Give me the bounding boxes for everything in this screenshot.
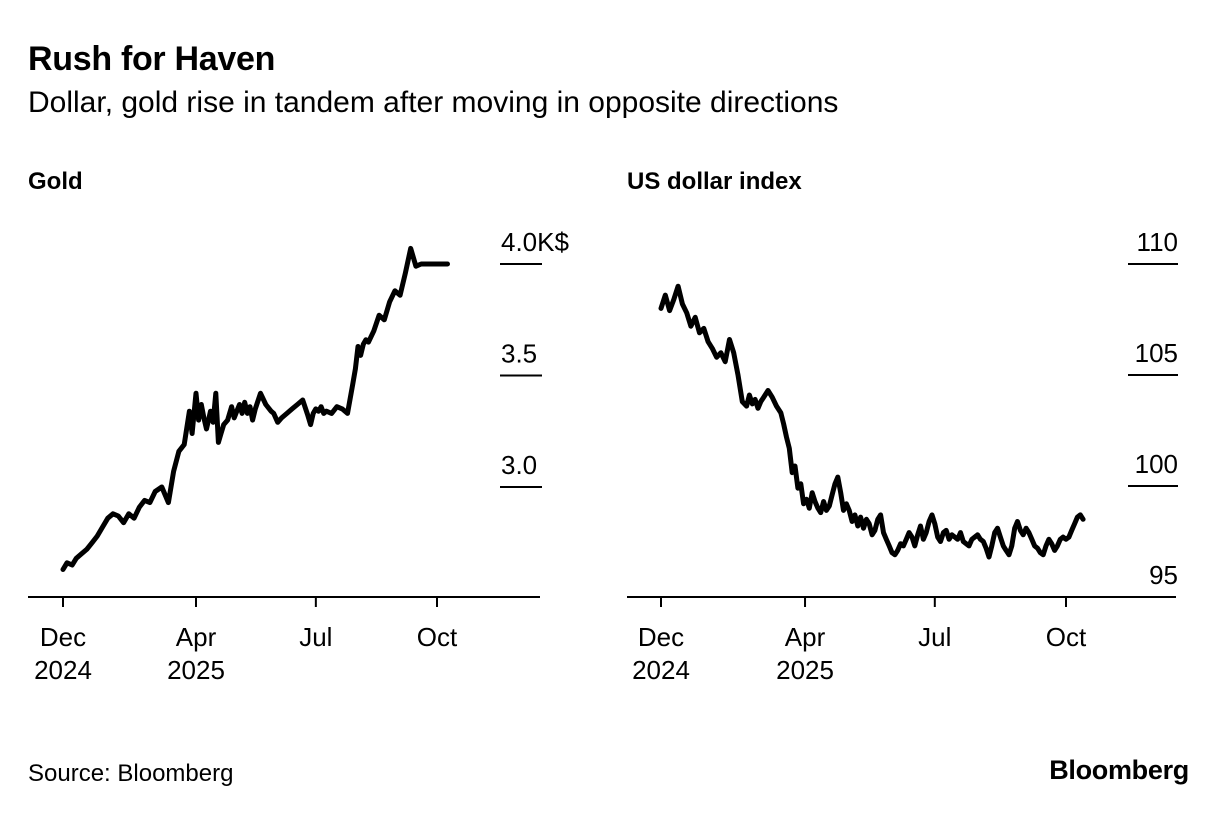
dollar-x-tick-label-0: Dec: [638, 622, 684, 652]
gold-y-tick-label-2: 3.0: [501, 450, 537, 480]
source-note: Source: Bloomberg: [28, 760, 234, 787]
dollar-x-tick-label-2: Jul: [918, 622, 951, 652]
chart-title: Rush for Haven: [28, 40, 276, 78]
dollar-x-tick-label-3: Oct: [1046, 622, 1087, 652]
dollar-series-line-0: [658, 283, 1086, 560]
dollar-y-tick-label-3: 95: [1149, 560, 1178, 590]
gold-x-tick-label-0: Dec: [40, 622, 86, 652]
gold-x-tick-label-3: Oct: [417, 622, 458, 652]
chart-subtitle: Dollar, gold rise in tandem after moving…: [28, 86, 839, 119]
gold-panel-title: Gold: [28, 168, 83, 195]
gold-x-tick-label-2: Jul: [299, 622, 332, 652]
dollar-x-tick-year-0: 2024: [632, 655, 690, 685]
gold-series-line-0: [60, 245, 450, 572]
dollar-panel-title: US dollar index: [627, 168, 802, 195]
dollar-x-tick-year-1: 2025: [776, 655, 834, 685]
dollar-y-tick-label-2: 100: [1135, 449, 1178, 479]
gold-y-tick-label-1: 3.5: [501, 339, 537, 369]
gold-x-tick-year-0: 2024: [34, 655, 92, 685]
gold-x-tick-year-1: 2025: [167, 655, 225, 685]
dollar-y-tick-label-0: 110: [1137, 227, 1178, 257]
dollar-y-tick-label-1: 105: [1135, 338, 1178, 368]
dollar-x-tick-label-1: Apr: [785, 622, 826, 652]
bloomberg-logo: Bloomberg: [1049, 755, 1189, 785]
gold-y-tick-label-0: 4.0K$: [501, 227, 569, 257]
gold-x-tick-label-1: Apr: [176, 622, 217, 652]
